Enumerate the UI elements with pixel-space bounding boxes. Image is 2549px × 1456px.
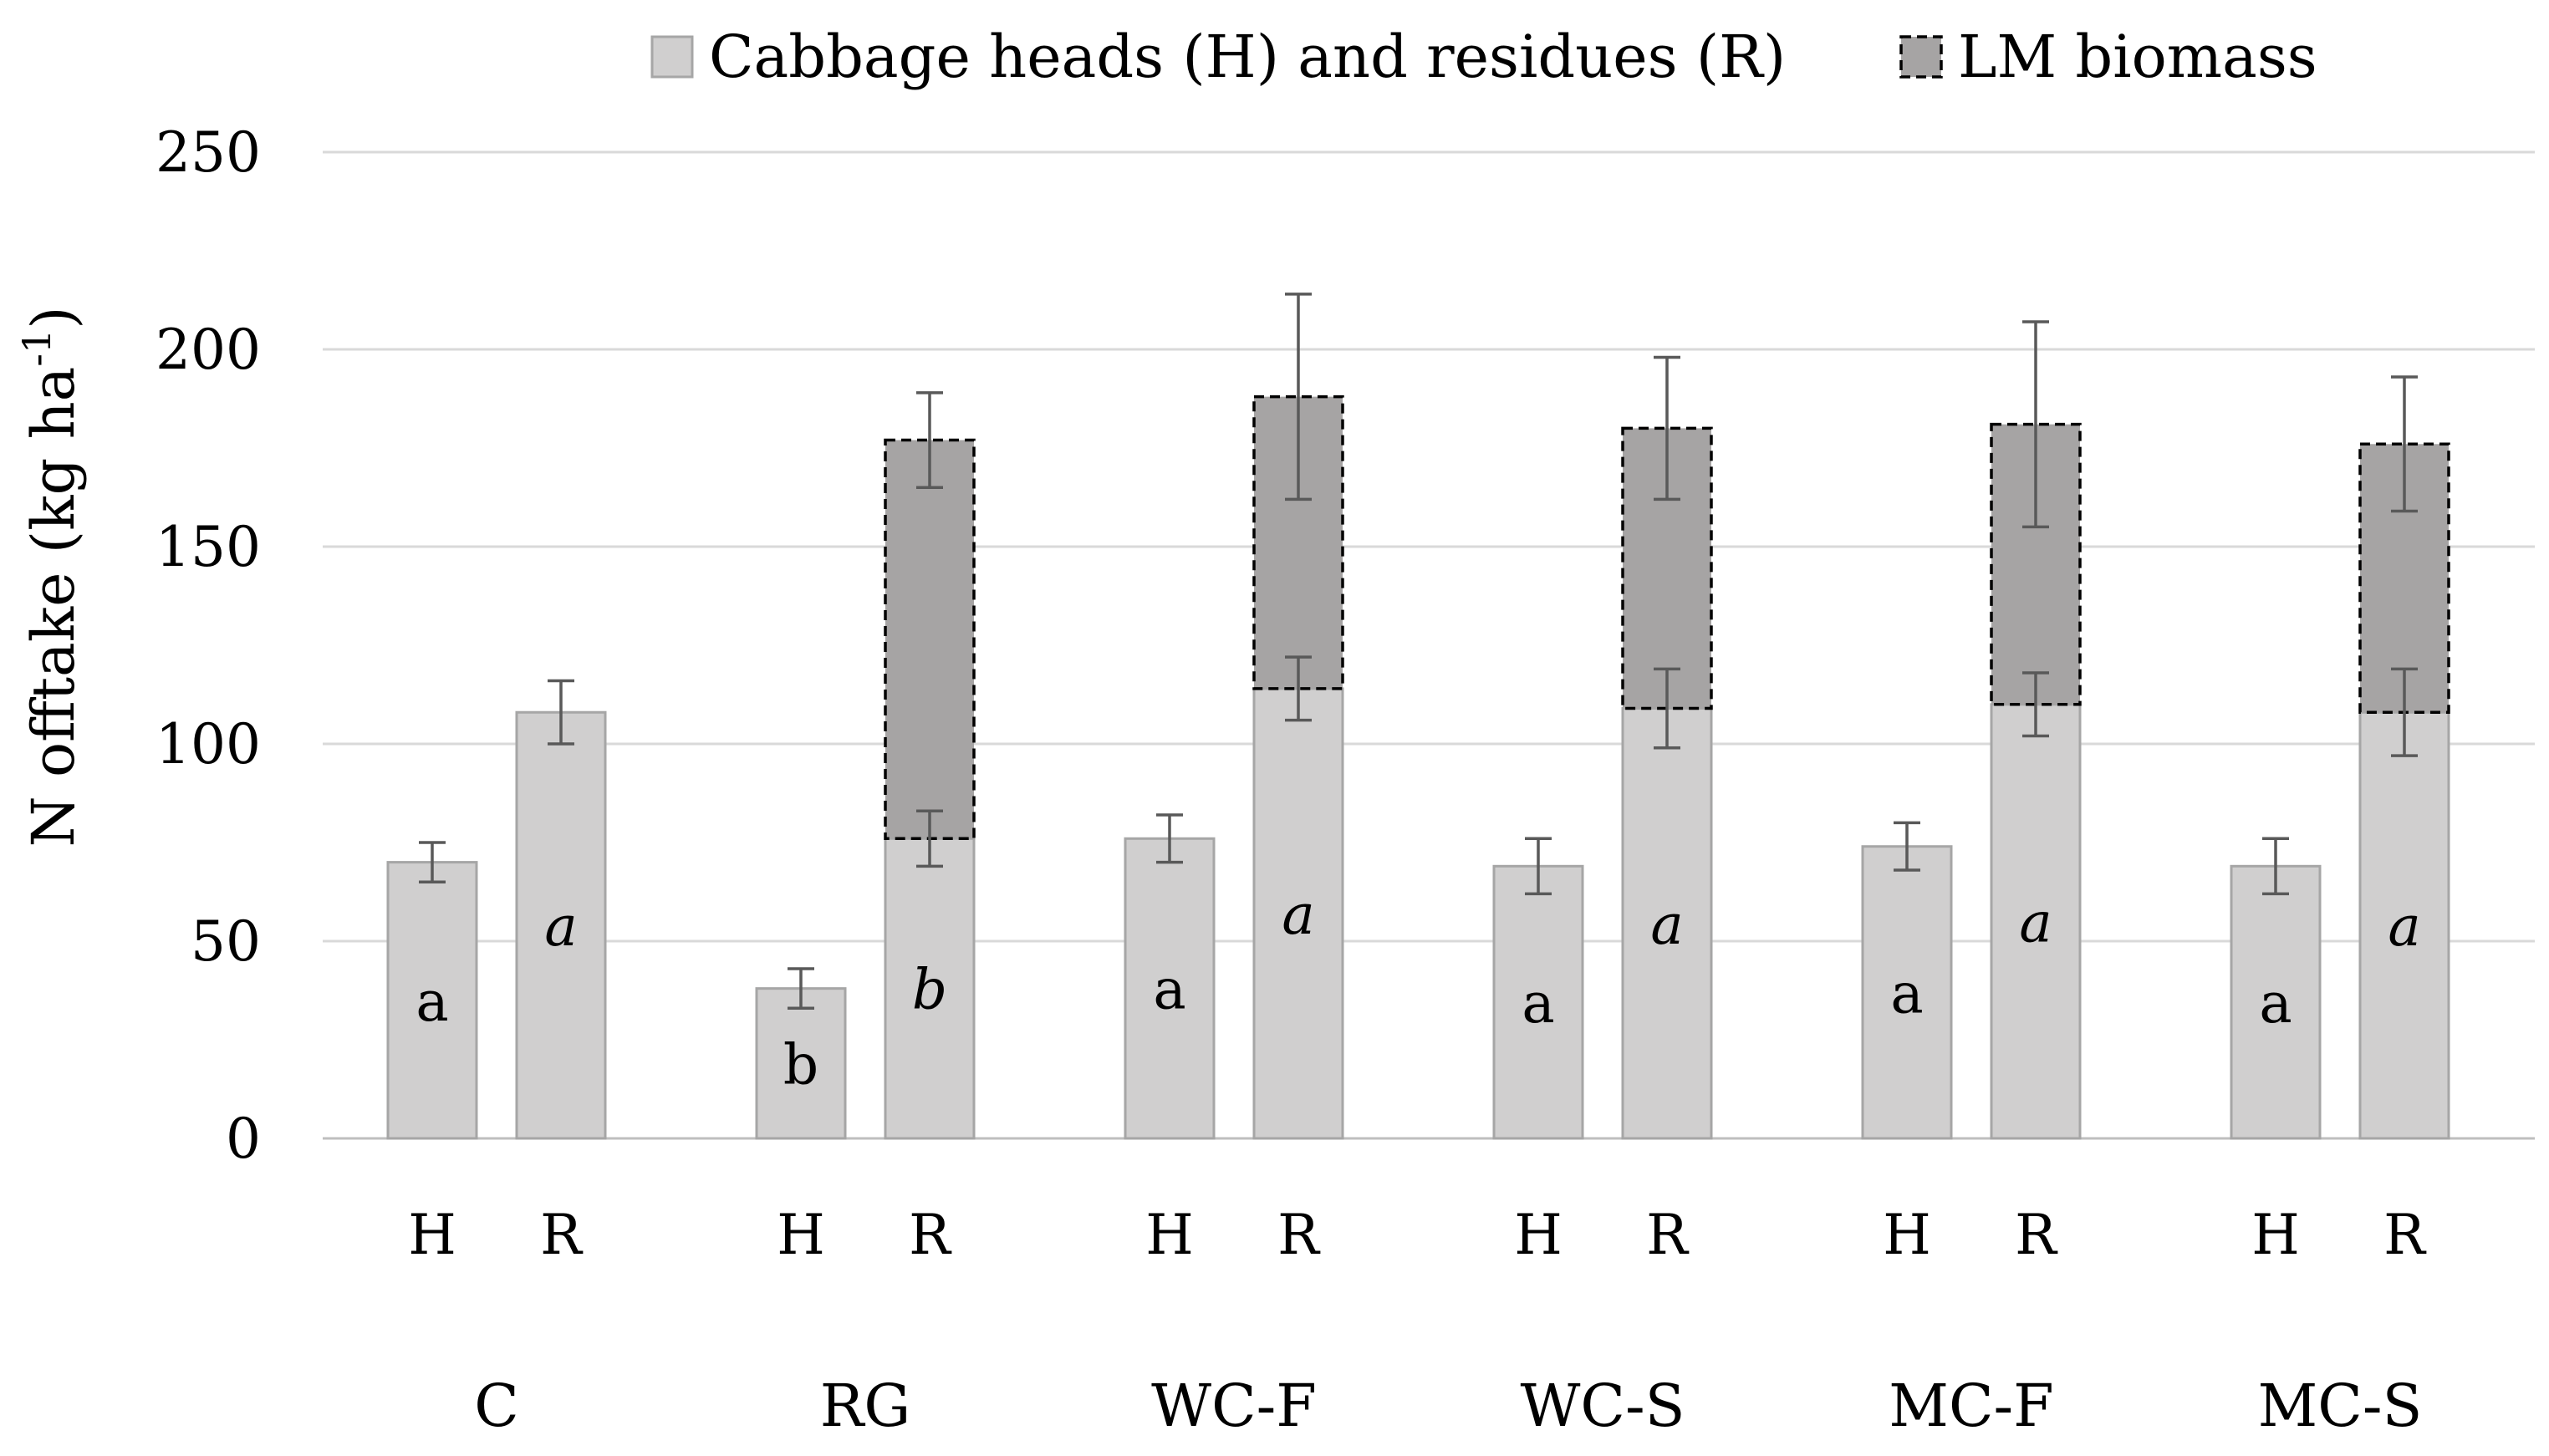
significance-letter: a <box>2259 971 2292 1036</box>
significance-letter: a <box>1650 893 1683 957</box>
y-tick-label: 100 <box>155 712 261 776</box>
x-sublabel: R <box>1277 1203 1321 1267</box>
significance-letter: a <box>1153 958 1185 1022</box>
x-group-label: MC-S <box>2258 1372 2423 1440</box>
bar-MC-F-H <box>1861 845 1953 1140</box>
significance-letter: b <box>912 958 947 1022</box>
y-tick-label: 150 <box>155 515 261 579</box>
bar-WC-F-H <box>1124 837 1216 1140</box>
y-axis-title-main: N offtake (kg ha <box>19 367 88 848</box>
significance-letter: a <box>1890 961 1923 1026</box>
y-tick-label: 0 <box>226 1107 261 1171</box>
x-sublabel: R <box>1646 1203 1690 1267</box>
bar-lm-RG-R <box>884 438 976 841</box>
x-sublabel: R <box>540 1203 584 1267</box>
legend-swatch-lm-biomass <box>1899 35 1943 79</box>
significance-letter: a <box>2019 890 2052 955</box>
legend-label-lm-biomass: LM biomass <box>1958 23 2317 91</box>
x-sublabel: H <box>1145 1203 1194 1267</box>
y-tick-label: 250 <box>155 120 261 185</box>
x-sublabel: H <box>408 1203 456 1267</box>
x-sublabel: H <box>777 1203 825 1267</box>
significance-letter: a <box>2388 894 2420 959</box>
x-group-label: WC-F <box>1151 1372 1317 1440</box>
grid-layer <box>323 150 2535 1140</box>
legend: Cabbage heads (H) and residues (R) LM bi… <box>650 23 2317 91</box>
bar-layer <box>386 395 2450 1140</box>
significance-letter: a <box>1522 971 1554 1036</box>
bar-WC-F-R <box>1252 687 1344 1140</box>
significance-letter: a <box>415 970 448 1034</box>
y-axis-title-sup: -1 <box>14 329 59 367</box>
bar-MC-F-R <box>1990 703 2082 1140</box>
significance-letter: b <box>783 1032 818 1097</box>
legend-swatch-cabbage <box>650 35 694 79</box>
y-axis-title-close: ) <box>19 306 88 328</box>
x-sublabel: R <box>2015 1203 2058 1267</box>
y-axis-title: N offtake (kg ha-1) <box>14 306 88 847</box>
legend-label-cabbage: Cabbage heads (H) and residues (R) <box>709 23 1786 91</box>
y-tick-label: 50 <box>191 909 261 974</box>
x-sublabel: R <box>909 1203 952 1267</box>
bar-C-H <box>386 861 478 1140</box>
significance-letter: a <box>1282 883 1314 947</box>
label-layer: 0 50 100 150 200 250 a Ha R Cb Hb R RG a Ha R WC-F a Ha R WC… <box>155 120 2427 1440</box>
bar-C-R <box>515 710 607 1140</box>
x-group-label: WC-S <box>1520 1372 1685 1440</box>
x-sublabel: H <box>1883 1203 1931 1267</box>
x-sublabel: H <box>2251 1203 2300 1267</box>
bar-MC-S-R <box>2358 710 2450 1140</box>
bar-WC-S-R <box>1621 707 1713 1140</box>
y-tick-label: 200 <box>155 318 261 382</box>
x-group-label: RG <box>820 1372 911 1440</box>
bar-RG-H <box>755 987 847 1140</box>
error-bar-layer <box>419 293 2418 1010</box>
significance-letter: a <box>544 894 577 959</box>
x-group-label: C <box>474 1372 519 1440</box>
x-sublabel: R <box>2383 1203 2427 1267</box>
x-sublabel: H <box>1514 1203 1563 1267</box>
x-group-label: MC-F <box>1889 1372 2053 1440</box>
